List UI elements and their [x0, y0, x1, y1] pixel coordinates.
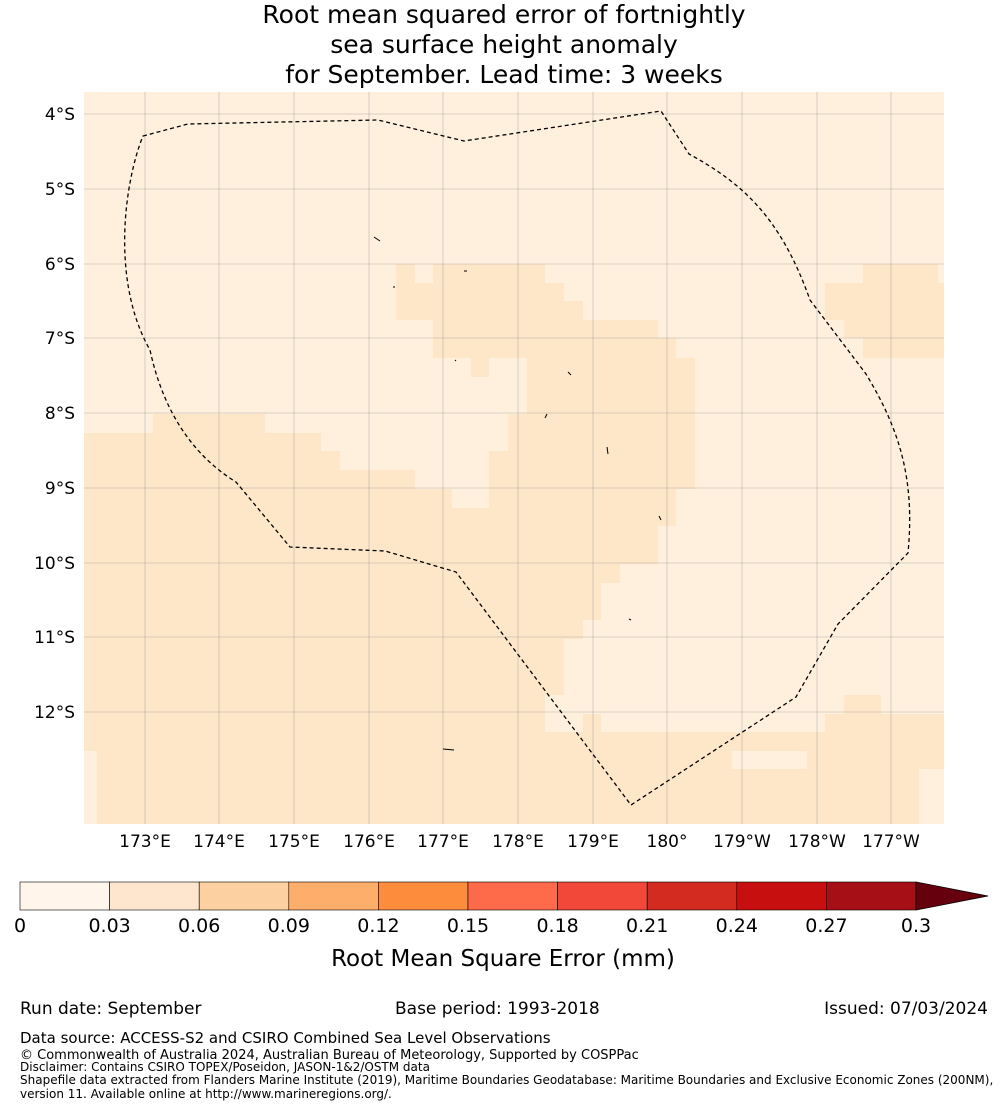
colorbar-extend-arrow: [915, 881, 989, 911]
colorbar-swatch: [288, 881, 379, 911]
colorbar-tick-label: 0.15: [447, 915, 489, 937]
title-line-3: for September. Lead time: 3 weeks: [285, 60, 723, 89]
data-source: Data source: ACCESS-S2 and CSIRO Combine…: [20, 1029, 551, 1047]
colorbar-tick-label: 0.09: [268, 915, 310, 937]
colorbar-tick-label: 0.3: [901, 915, 931, 937]
island: [544, 413, 548, 419]
lon-label: 178°W: [788, 832, 846, 852]
title-line-2: sea surface height anomaly: [330, 30, 678, 59]
shapefile-credit-1: Shapefile data extracted from Flanders M…: [20, 1073, 994, 1087]
colorbar-tick-label: 0.12: [357, 915, 399, 937]
lat-label: 10°S: [34, 554, 75, 574]
run-date: Run date: September: [20, 999, 202, 1019]
colorbar-tick-label: 0.06: [178, 915, 220, 937]
colorbar-swatch: [378, 881, 469, 911]
lon-label: 179°W: [713, 832, 771, 852]
map-title: Root mean squared error of fortnightly s…: [0, 0, 1008, 90]
lat-label: 11°S: [34, 628, 75, 648]
island: [567, 371, 572, 376]
lat-label: 6°S: [45, 255, 75, 275]
colorbar-tick-label: 0.18: [536, 915, 578, 937]
island: [628, 618, 632, 621]
islands: [373, 236, 662, 751]
lon-label: 179°E: [567, 832, 619, 852]
lon-label: 177°E: [417, 832, 469, 852]
colorbar-swatch: [646, 881, 738, 911]
eez-boundary: [124, 110, 911, 806]
copyright: © Commonwealth of Australia 2024, Austra…: [20, 1048, 639, 1063]
lon-label: 173°E: [119, 832, 171, 852]
graticule: [84, 92, 944, 824]
lon-label: 178°E: [492, 832, 544, 852]
lat-label: 7°S: [45, 329, 75, 349]
colorbar-label: Root Mean Square Error (mm): [331, 946, 675, 972]
lon-label: 176°E: [343, 832, 395, 852]
lon-label: 175°E: [268, 832, 320, 852]
colorbar-swatch: [557, 881, 648, 911]
rmse-darker-cells: [84, 264, 944, 824]
rmse-region-southwest: [84, 338, 944, 824]
lat-label: 4°S: [45, 105, 75, 125]
base-period: Base period: 1993-2018: [395, 999, 600, 1019]
issued-date: Issued: 07/03/2024: [824, 999, 988, 1019]
disclaimer: Disclaimer: Contains CSIRO TOPEX/Poseido…: [20, 1060, 430, 1074]
latitude-labels: 4°S 5°S 6°S 7°S 8°S 9°S 10°S 11°S 12°S: [34, 105, 75, 723]
rmse-region-southeast: [732, 751, 807, 769]
island: [442, 748, 455, 751]
map-panel: 4°S 5°S 6°S 7°S 8°S 9°S 10°S 11°S 12°S 1…: [34, 92, 944, 852]
island: [454, 359, 457, 362]
colorbar-swatches: [19, 881, 917, 911]
colorbar-swatch: [109, 881, 200, 911]
colorbar-tick-label: 0: [14, 915, 26, 937]
colorbar-swatch: [198, 881, 290, 911]
lat-label: 9°S: [45, 479, 75, 499]
colorbar-swatch: [467, 881, 558, 911]
lon-label: 174°E: [193, 832, 245, 852]
lat-label: 5°S: [45, 180, 75, 200]
lon-label: 177°W: [862, 832, 920, 852]
title-line-1: Root mean squared error of fortnightly: [262, 0, 746, 29]
island: [606, 446, 609, 455]
colorbar-swatch: [736, 881, 827, 911]
shapefile-credit-2: version 11. Available online at http://w…: [20, 1087, 392, 1101]
colorbar-tick-label: 0.27: [805, 915, 847, 937]
island: [658, 515, 662, 521]
lat-label: 12°S: [34, 703, 75, 723]
colorbar-swatch: [19, 881, 110, 911]
longitude-labels: 173°E 174°E 175°E 176°E 177°E 178°E 179°…: [119, 832, 920, 852]
rmse-region-central: [396, 264, 658, 377]
colorbar-tick-label: 0.24: [716, 915, 758, 937]
lon-label: 180°: [647, 832, 688, 852]
colorbar-tick-label: 0.21: [626, 915, 668, 937]
colorbar: 0 0.03 0.06 0.09 0.12 0.15 0.18 0.21 0.24 0.27 0.3…: [14, 881, 989, 972]
colorbar-swatch: [826, 881, 917, 911]
colorbar-tick-label: 0.03: [88, 915, 130, 937]
colorbar-ticks: 0 0.03 0.06 0.09 0.12 0.15 0.18 0.21 0.24 0.27 0.3: [14, 915, 931, 937]
rmse-region-east: [825, 264, 944, 358]
lat-label: 8°S: [45, 404, 75, 424]
island: [373, 236, 381, 242]
